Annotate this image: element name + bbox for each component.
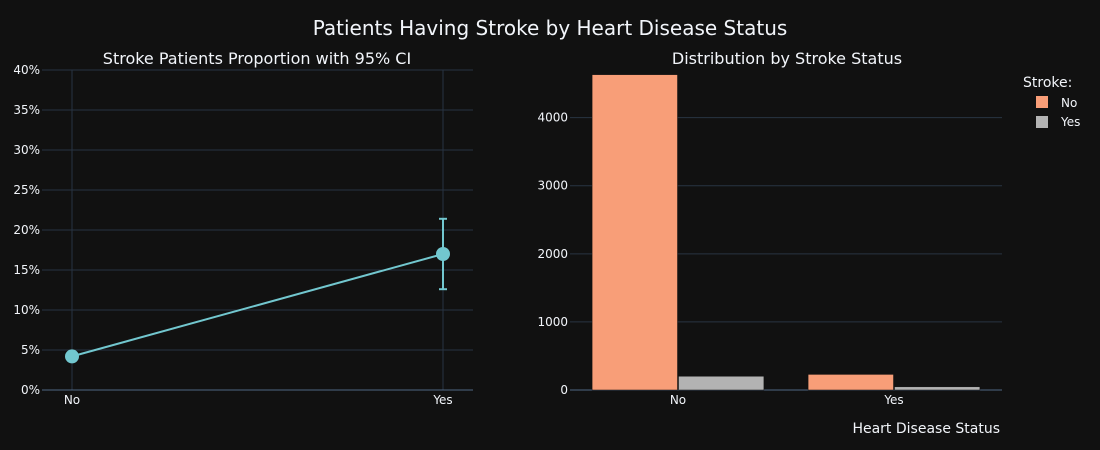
legend-label-yes[interactable]: Yes xyxy=(1060,115,1080,129)
figure-title: Patients Having Stroke by Heart Disease … xyxy=(313,16,788,40)
distribution-x-ticks: No Yes xyxy=(670,393,904,407)
legend-title: Stroke: xyxy=(1023,75,1072,91)
proportion-x-tick-label: Yes xyxy=(432,393,452,407)
proportion-point xyxy=(436,247,450,261)
distribution-x-tick-label: Yes xyxy=(883,393,903,407)
proportion-x-tick-label: No xyxy=(64,393,80,407)
proportion-subplot-title: Stroke Patients Proportion with 95% CI xyxy=(103,49,411,68)
legend-swatch-no[interactable] xyxy=(1036,96,1048,108)
proportion-y-ticks: 0% 5% 10% 15% 20% 25% 30% 35% 40% xyxy=(13,63,40,397)
distribution-bar-yes xyxy=(894,386,981,391)
legend: Stroke: No Yes xyxy=(1023,75,1080,129)
proportion-gridlines xyxy=(42,69,473,391)
distribution-subplot: Distribution by Stroke Status 0 1000 2000 3… xyxy=(537,49,1002,437)
distribution-bar-yes xyxy=(678,375,765,391)
proportion-point xyxy=(65,349,79,364)
distribution-bars xyxy=(591,74,981,391)
distribution-bar-no xyxy=(591,74,678,391)
proportion-y-tick-label: 5% xyxy=(21,343,40,357)
proportion-y-tick-label: 20% xyxy=(13,223,40,237)
distribution-bar-no xyxy=(807,374,894,391)
proportion-marks xyxy=(65,217,450,364)
proportion-y-tick-label: 30% xyxy=(13,143,40,157)
proportion-y-tick-label: 25% xyxy=(13,183,40,197)
proportion-y-tick-label: 0% xyxy=(21,383,40,397)
proportion-y-tick-label: 35% xyxy=(13,103,40,117)
distribution-x-axis-label: Heart Disease Status xyxy=(852,421,1000,437)
distribution-y-tick-label: 3000 xyxy=(537,179,568,193)
distribution-y-tick-label: 2000 xyxy=(537,247,568,261)
proportion-y-tick-label: 10% xyxy=(13,303,40,317)
distribution-y-tick-label: 4000 xyxy=(537,111,568,125)
legend-label-no[interactable]: No xyxy=(1061,96,1077,110)
proportion-y-tick-label: 40% xyxy=(13,63,40,77)
distribution-y-ticks: 0 1000 2000 3000 4000 xyxy=(537,111,568,397)
proportion-subplot: Stroke Patients Proportion with 95% CI 0… xyxy=(13,49,473,407)
proportion-y-tick-label: 15% xyxy=(13,263,40,277)
distribution-y-tick-label: 0 xyxy=(560,383,568,397)
distribution-x-tick-label: No xyxy=(670,393,686,407)
proportion-x-ticks: No Yes xyxy=(64,393,453,407)
distribution-y-tick-label: 1000 xyxy=(537,315,568,329)
proportion-series-line xyxy=(71,253,444,358)
distribution-subplot-title: Distribution by Stroke Status xyxy=(672,49,902,68)
legend-swatch-yes[interactable] xyxy=(1036,116,1048,128)
